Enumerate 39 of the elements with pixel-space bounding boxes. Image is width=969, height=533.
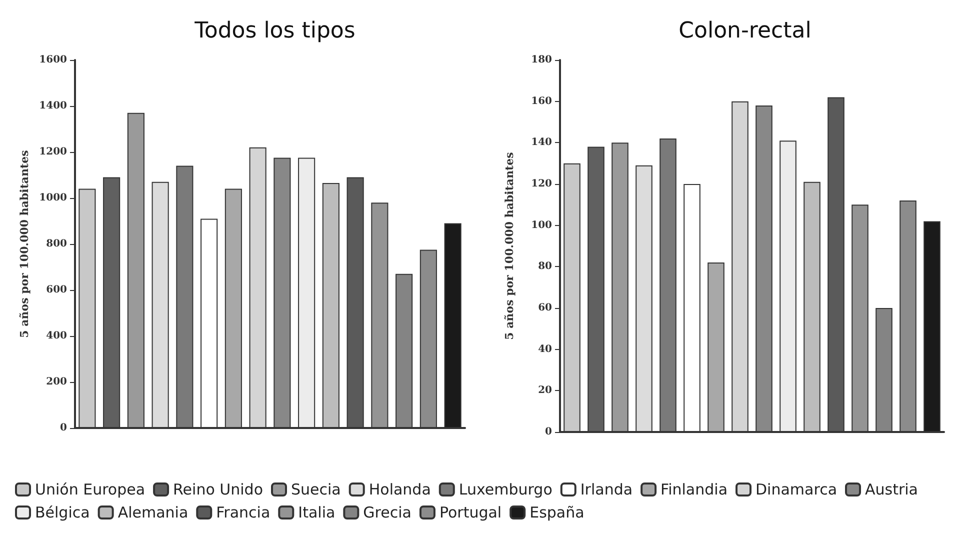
legend-label: Grecia (363, 504, 412, 522)
legend-label: Finlandia (660, 480, 728, 498)
legend-label: Unión Europea (35, 480, 146, 498)
legend-label: Luxemburgo (458, 480, 552, 498)
y-tick-label: 100 (531, 220, 552, 231)
legend-label: Dinamarca (756, 480, 838, 498)
y-tick-label: 20 (538, 385, 552, 396)
y-tick-label: 800 (46, 238, 68, 250)
y-tick-label: 0 (545, 426, 552, 438)
y-tick-label: 1600 (39, 54, 68, 66)
legend-label: Suecia (290, 480, 341, 498)
legend-label: España (530, 504, 584, 522)
y-tick-label: 140 (531, 137, 552, 148)
y-tick-label: 200 (46, 376, 68, 388)
legend-label: Italia (298, 504, 336, 522)
legend-label: Austria (865, 480, 918, 498)
legend-label: Francia (216, 504, 270, 522)
chart-title: Todos los tipos (194, 18, 356, 44)
y-axis-title: 5 años por 100.000 habitantes (18, 150, 31, 338)
chart-title: Colon-rectal (678, 18, 812, 44)
y-tick-label: 1200 (39, 146, 68, 158)
y-tick-label: 600 (46, 284, 68, 296)
y-tick-label: 180 (531, 54, 552, 66)
y-axis-title: 5 años por 100.000 habitantes (503, 152, 516, 340)
y-tick-label: 60 (538, 302, 552, 314)
legend-label: Reino Unido (173, 480, 263, 498)
y-tick-label: 1400 (39, 100, 68, 112)
y-tick-label: 1000 (39, 192, 68, 204)
y-tick-label: 40 (538, 344, 552, 355)
legend-label: Alemania (118, 504, 188, 522)
legend-label: Portugal (439, 504, 502, 522)
legend-label: Holanda (368, 480, 431, 498)
y-tick-label: 120 (531, 178, 552, 190)
y-tick-label: 0 (60, 422, 68, 434)
legend-label: Bélgica (35, 504, 90, 522)
legend-label: Irlanda (580, 480, 633, 498)
y-tick-label: 80 (538, 261, 552, 272)
y-tick-label: 400 (46, 330, 68, 342)
y-tick-label: 160 (531, 96, 552, 107)
